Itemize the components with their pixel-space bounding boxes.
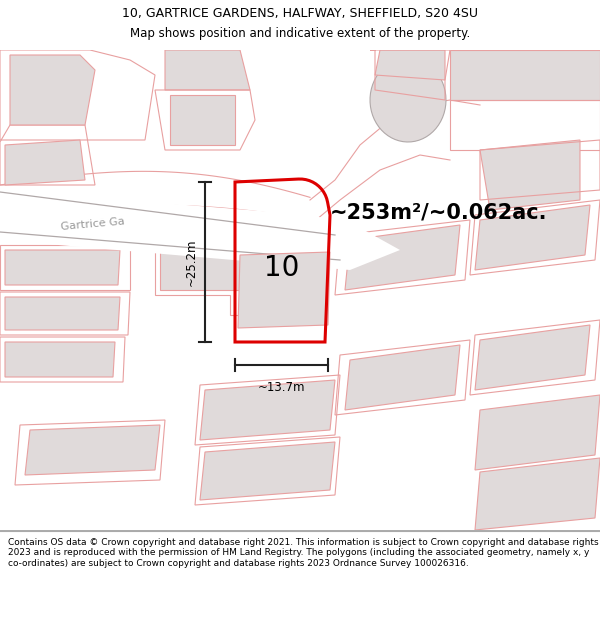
Polygon shape	[5, 342, 115, 377]
Text: ~13.7m: ~13.7m	[258, 381, 305, 394]
Polygon shape	[25, 425, 160, 475]
Polygon shape	[5, 250, 120, 285]
Polygon shape	[5, 297, 120, 330]
Polygon shape	[165, 50, 250, 90]
Polygon shape	[480, 140, 580, 210]
Polygon shape	[475, 458, 600, 530]
Polygon shape	[160, 250, 285, 290]
Polygon shape	[345, 225, 460, 290]
Text: Map shows position and indicative extent of the property.: Map shows position and indicative extent…	[130, 28, 470, 41]
Polygon shape	[5, 140, 85, 185]
Text: 10: 10	[265, 254, 299, 282]
Text: Contains OS data © Crown copyright and database right 2021. This information is : Contains OS data © Crown copyright and d…	[8, 538, 599, 568]
Polygon shape	[200, 442, 335, 500]
Text: Gartrice Ga: Gartrice Ga	[60, 216, 125, 232]
Text: ~25.2m: ~25.2m	[185, 238, 197, 286]
Polygon shape	[238, 252, 330, 328]
Polygon shape	[0, 190, 400, 270]
Polygon shape	[200, 380, 335, 440]
Polygon shape	[170, 95, 235, 145]
Polygon shape	[450, 50, 600, 100]
Text: 10, GARTRICE GARDENS, HALFWAY, SHEFFIELD, S20 4SU: 10, GARTRICE GARDENS, HALFWAY, SHEFFIELD…	[122, 8, 478, 21]
Polygon shape	[475, 325, 590, 390]
Polygon shape	[375, 50, 445, 80]
Polygon shape	[10, 55, 95, 125]
Polygon shape	[475, 205, 590, 270]
Polygon shape	[475, 395, 600, 470]
Polygon shape	[345, 345, 460, 410]
Polygon shape	[370, 58, 446, 142]
Text: ~253m²/~0.062ac.: ~253m²/~0.062ac.	[330, 202, 548, 222]
